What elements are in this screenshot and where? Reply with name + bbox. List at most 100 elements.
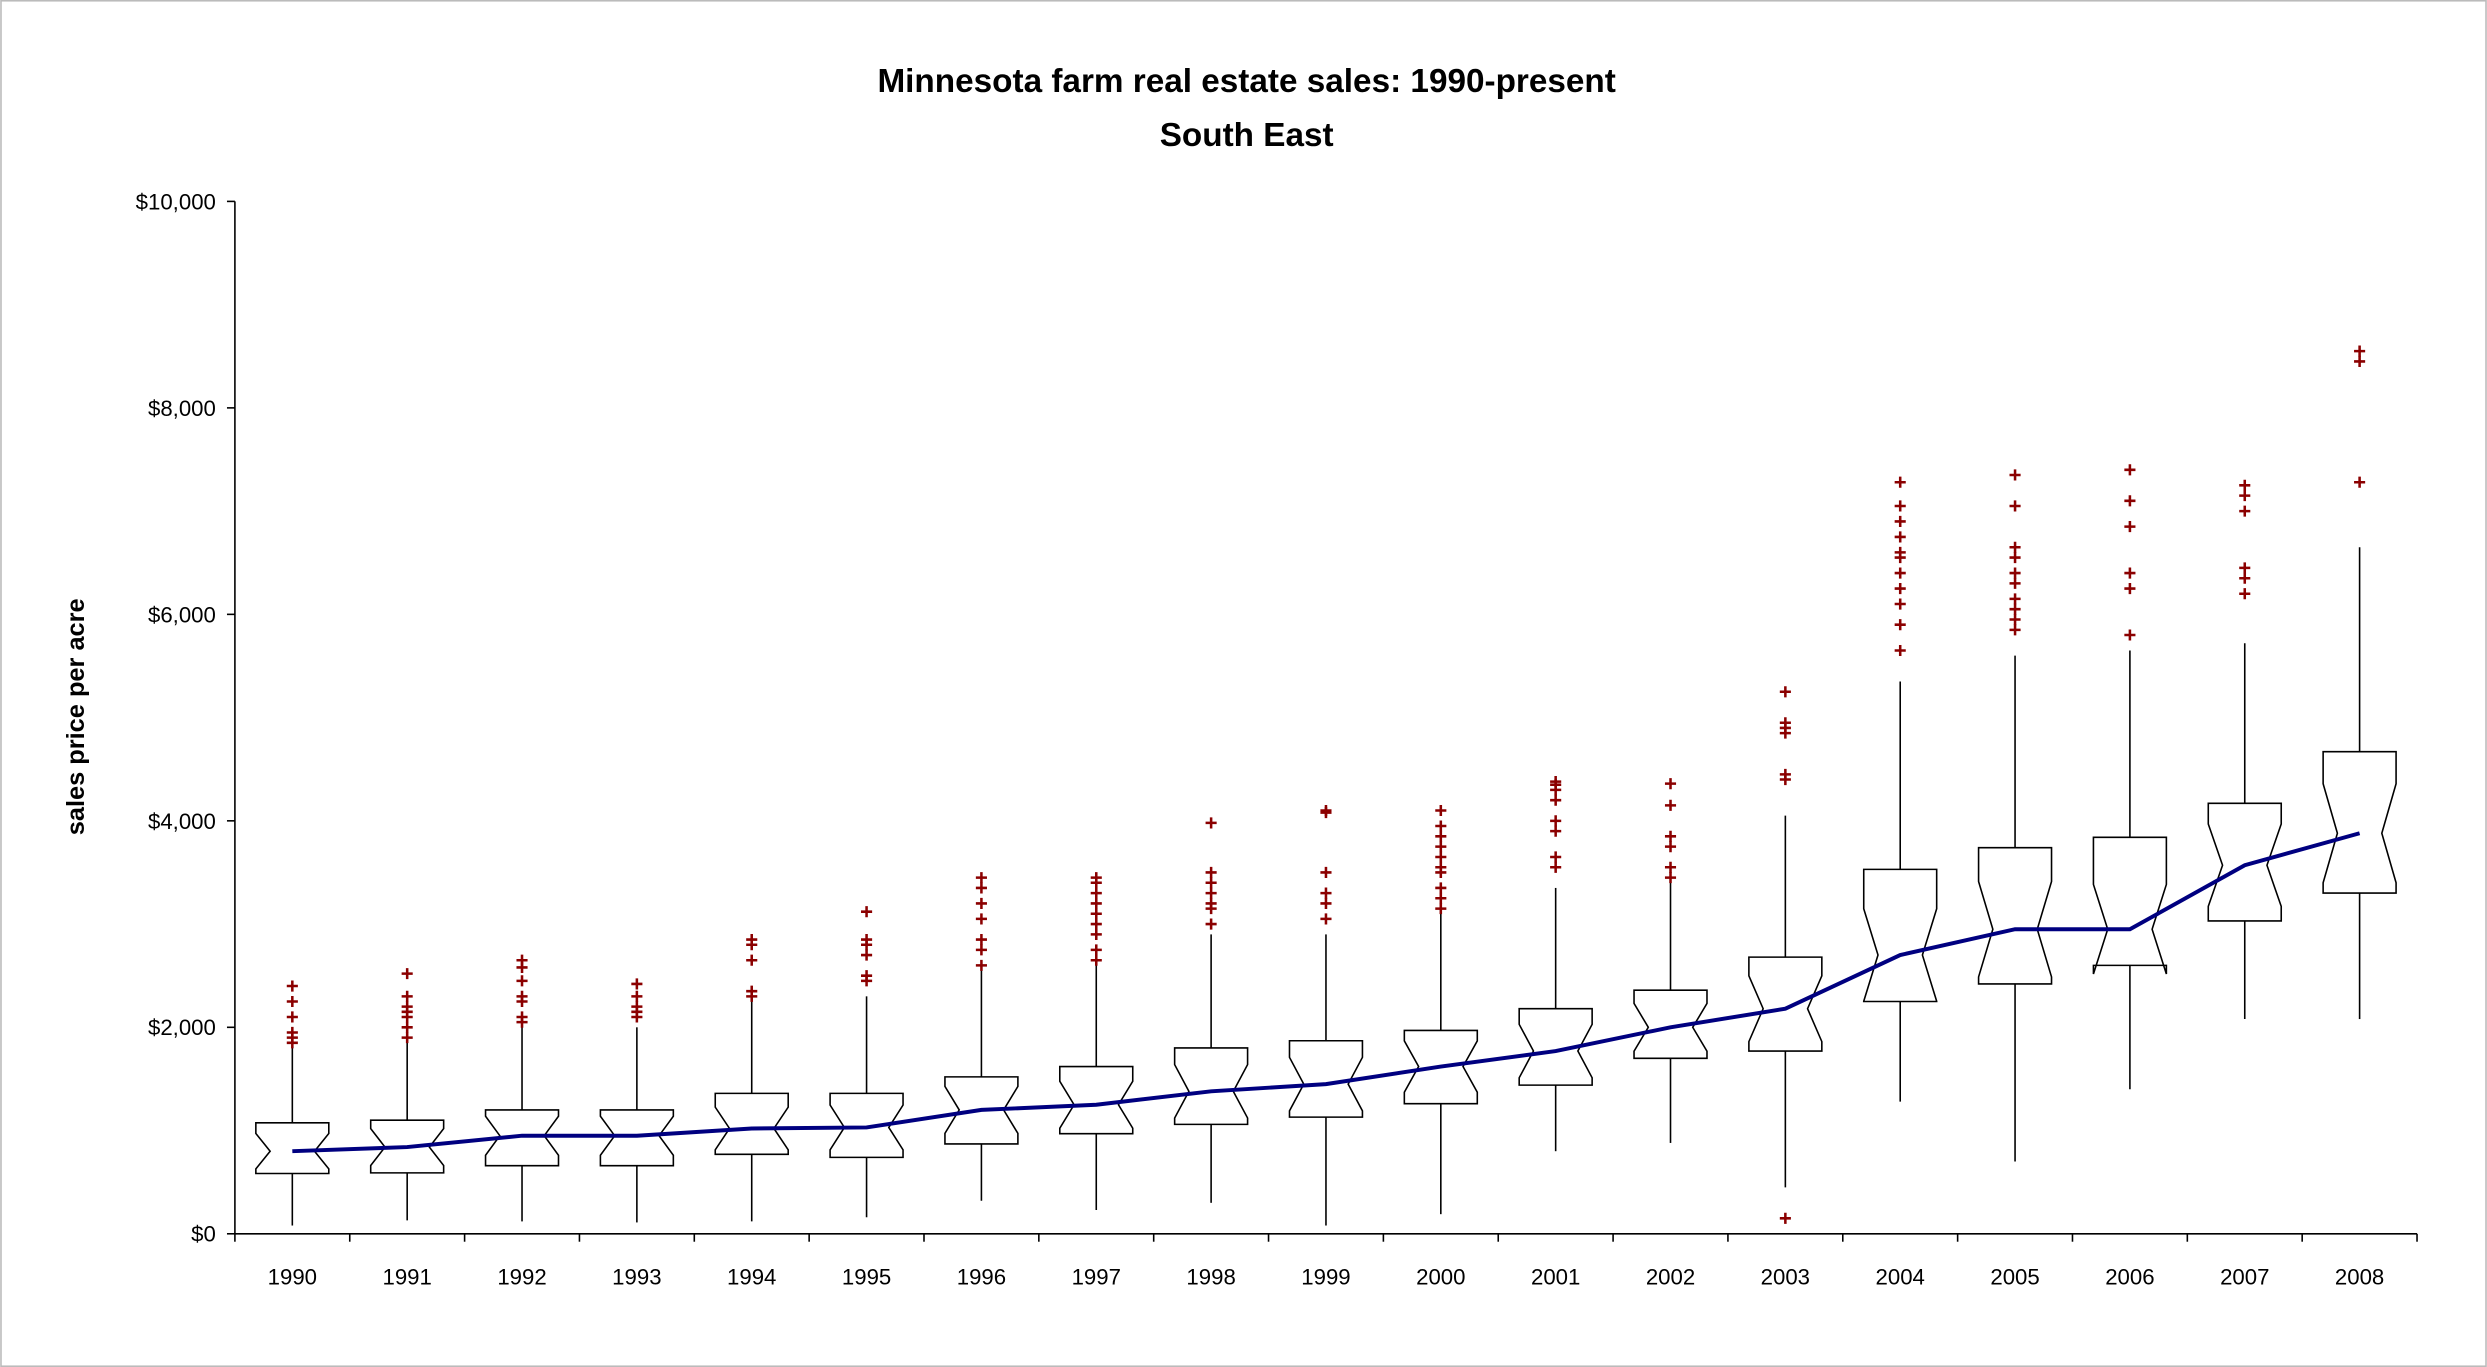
outlier: [975, 934, 987, 946]
y-axis-label: sales price per acre: [62, 598, 90, 835]
outlier: [2009, 593, 2021, 605]
outlier: [1894, 598, 1906, 610]
x-tick-label: 1991: [382, 1265, 431, 1290]
outlier: [1205, 817, 1217, 829]
x-tick-label: 2003: [1761, 1265, 1810, 1290]
outlier: [2009, 552, 2021, 564]
outlier: [746, 954, 758, 966]
outlier: [2124, 582, 2136, 595]
x-tick-label: 2006: [2105, 1265, 2154, 1290]
outlier: [1894, 500, 1906, 512]
outlier: [286, 995, 298, 1008]
x-tick-label: 1990: [268, 1265, 317, 1290]
outlier: [516, 990, 528, 1002]
outlier: [1779, 1212, 1791, 1224]
outlier: [1205, 866, 1217, 879]
outlier: [1550, 851, 1562, 863]
outlier: [516, 954, 528, 966]
outlier: [2124, 567, 2136, 579]
notched-box: [829, 1092, 904, 1159]
outlier: [2009, 577, 2021, 589]
outlier: [1435, 841, 1447, 853]
outlier: [2239, 490, 2251, 502]
outlier: [1779, 686, 1791, 698]
outlier: [1894, 644, 1906, 657]
outlier: [975, 944, 987, 956]
outlier: [631, 990, 643, 1002]
x-tick-label: 1995: [842, 1265, 891, 1290]
outlier: [1435, 861, 1447, 873]
outlier: [286, 980, 298, 992]
outlier: [631, 978, 643, 990]
outlier: [1090, 918, 1102, 930]
outlier: [1090, 954, 1102, 966]
outlier: [1550, 861, 1562, 873]
notched-box: [1518, 1007, 1593, 1086]
outlier: [975, 882, 987, 894]
outlier: [631, 1001, 643, 1013]
outlier: [2009, 469, 2021, 481]
outlier: [1664, 778, 1677, 790]
outlier: [1320, 866, 1332, 879]
outlier: [861, 934, 873, 946]
outlier: [2009, 613, 2021, 626]
x-tick-label: 2008: [2335, 1265, 2384, 1290]
outlier: [1090, 944, 1102, 956]
y-tick-label: $10,000: [136, 189, 216, 214]
outlier: [1435, 882, 1447, 894]
notched-box: [1288, 1039, 1364, 1118]
notched-box: [1862, 868, 1938, 1003]
outlier: [2354, 476, 2366, 488]
outlier: [1205, 918, 1217, 930]
outlier: [2009, 624, 2021, 636]
outlier: [1320, 897, 1332, 909]
x-tick-label: 1994: [727, 1265, 776, 1290]
outlier: [1894, 546, 1906, 558]
outlier: [1205, 887, 1217, 899]
outlier: [975, 872, 987, 884]
outlier: [1894, 531, 1906, 543]
outlier: [861, 906, 873, 918]
outlier: [1779, 717, 1791, 729]
notched-box: [255, 1122, 330, 1175]
y-tick-label: $6,000: [148, 602, 216, 627]
outlier: [2239, 572, 2251, 584]
x-tick-label: 2005: [1990, 1265, 2039, 1290]
notched-box: [1633, 989, 1708, 1060]
outlier: [2124, 521, 2136, 533]
outlier: [861, 970, 873, 982]
notched-box: [599, 1109, 675, 1167]
outlier: [975, 897, 987, 909]
y-tick-label: $0: [191, 1222, 216, 1247]
notched-box: [1748, 956, 1823, 1052]
outlier: [1090, 872, 1102, 884]
x-tick-label: 1993: [612, 1265, 661, 1290]
notched-box: [484, 1109, 560, 1167]
x-tick-label: 2007: [2220, 1265, 2269, 1290]
outlier: [2354, 345, 2366, 357]
outlier: [1090, 908, 1102, 920]
chart-title: Minnesota farm real estate sales: 1990-p…: [877, 63, 1615, 100]
outlier: [1435, 903, 1447, 915]
outlier: [975, 913, 987, 925]
outlier: [1435, 820, 1447, 832]
outlier: [516, 975, 528, 987]
y-tick-label: $2,000: [148, 1015, 216, 1040]
outlier: [401, 1001, 413, 1013]
outlier: [401, 990, 413, 1002]
x-tick-label: 2001: [1531, 1265, 1580, 1290]
outlier: [861, 949, 873, 961]
outlier: [1205, 877, 1217, 889]
outlier: [2009, 500, 2021, 512]
outlier: [1664, 861, 1677, 873]
median-line: [292, 831, 2361, 1154]
outlier: [746, 934, 758, 946]
outlier: [2239, 588, 2251, 600]
outlier: [1894, 476, 1906, 488]
outlier: [1435, 892, 1447, 904]
outlier: [1550, 825, 1562, 837]
outlier: [2009, 541, 2021, 553]
outlier: [1435, 830, 1447, 842]
x-tick-label: 1997: [1072, 1265, 1121, 1290]
outlier: [2239, 479, 2251, 491]
